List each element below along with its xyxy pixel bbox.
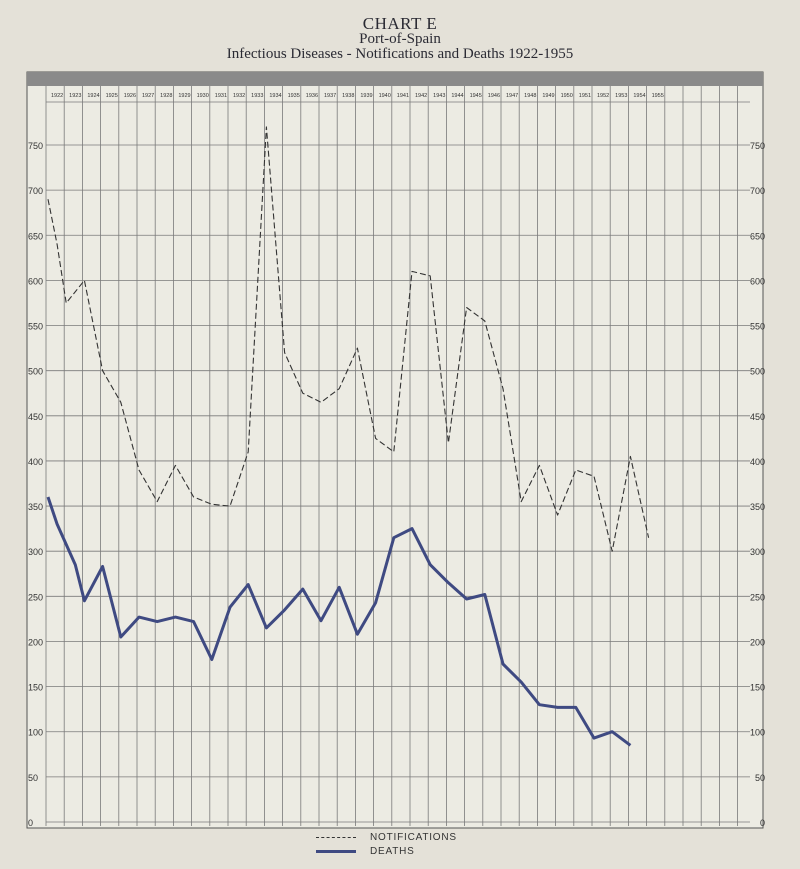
legend: NOTIFICATIONS DEATHS <box>0 828 800 868</box>
year-label: 1949 <box>542 93 554 99</box>
y-tick-label-left: 700 <box>28 186 43 196</box>
y-tick-label-left: 450 <box>28 412 43 422</box>
year-label: 1942 <box>415 93 427 99</box>
year-label: 1935 <box>288 93 300 99</box>
year-label: 1940 <box>379 93 391 99</box>
year-label: 1947 <box>506 93 518 99</box>
year-label: 1922 <box>51 93 63 99</box>
year-label: 1923 <box>69 93 81 99</box>
series-line-notifications <box>47 126 650 552</box>
y-tick-label-right: 750 <box>750 141 765 151</box>
year-label: 1931 <box>215 93 227 99</box>
legend-label-notifications: NOTIFICATIONS <box>370 831 457 843</box>
year-label: 1946 <box>488 93 500 99</box>
y-tick-label-left: 200 <box>28 637 43 647</box>
year-label: 1943 <box>433 93 445 99</box>
year-label: 1951 <box>579 93 591 99</box>
year-label: 1929 <box>178 93 190 99</box>
series-line-deaths <box>46 496 632 747</box>
legend-label-deaths: DEATHS <box>370 845 415 857</box>
year-label: 1941 <box>397 93 409 99</box>
year-label: 1955 <box>652 93 664 99</box>
y-tick-label-left: 150 <box>28 683 43 693</box>
year-label: 1926 <box>124 93 136 99</box>
y-tick-label-right: 150 <box>750 683 765 693</box>
year-label: 1938 <box>342 93 354 99</box>
year-label: 1944 <box>451 93 463 99</box>
legend-swatch-deaths <box>316 849 356 853</box>
year-label: 1950 <box>561 93 573 99</box>
y-tick-label-right: 700 <box>750 186 765 196</box>
y-tick-label-left: 550 <box>28 322 43 332</box>
chart-caption: Infectious Diseases - Notifications and … <box>226 46 574 62</box>
y-tick-label-right: 200 <box>750 637 765 647</box>
y-tick-label-left: 600 <box>28 276 43 286</box>
series-layer <box>46 126 650 747</box>
year-label: 1927 <box>142 93 154 99</box>
y-tick-label-right: 100 <box>750 728 765 738</box>
legend-swatch-notifications <box>316 836 356 838</box>
year-label: 1933 <box>251 93 263 99</box>
year-label: 1939 <box>360 93 372 99</box>
y-tick-label-right: 600 <box>750 276 765 286</box>
grid-layer <box>45 86 750 826</box>
y-tick-label-right: 350 <box>750 502 765 512</box>
y-tick-label-left: 750 <box>28 141 43 151</box>
year-label: 1954 <box>633 93 645 99</box>
y-tick-label-left: 50 <box>28 773 38 783</box>
y-tick-label-right: 0 <box>760 818 765 828</box>
y-tick-label-left: 250 <box>28 592 43 602</box>
y-tick-label-left: 500 <box>28 367 43 377</box>
y-tick-label-right: 400 <box>750 457 765 467</box>
year-label: 1936 <box>306 93 318 99</box>
y-tick-label-right: 250 <box>750 592 765 602</box>
y-tick-layer: 0 0 50 50 100 100 150 150 200 200 250 250 300 300 350 3… <box>28 141 765 828</box>
year-label-layer: 1922 1923 1924 1925 1926 1927 1928 1929 1930 1931… <box>51 93 664 99</box>
year-label: 1924 <box>87 93 99 99</box>
y-tick-label-right: 650 <box>750 231 765 241</box>
y-tick-label-left: 0 <box>28 818 33 828</box>
year-label: 1937 <box>324 93 336 99</box>
year-label: 1948 <box>524 93 536 99</box>
y-tick-label-right: 300 <box>750 547 765 557</box>
y-tick-label-left: 650 <box>28 231 43 241</box>
year-label: 1928 <box>160 93 172 99</box>
plot-background <box>26 71 764 829</box>
y-tick-label-right: 500 <box>750 367 765 377</box>
legend-item-notifications: NOTIFICATIONS <box>316 830 457 844</box>
header-band <box>27 72 763 86</box>
year-label: 1925 <box>106 93 118 99</box>
year-label: 1932 <box>233 93 245 99</box>
year-label: 1945 <box>470 93 482 99</box>
chart-title: CHART E <box>362 14 438 33</box>
year-label: 1934 <box>269 93 281 99</box>
y-tick-label-left: 100 <box>28 728 43 738</box>
y-tick-label-right: 550 <box>750 322 765 332</box>
y-tick-label-left: 400 <box>28 457 43 467</box>
year-label: 1930 <box>197 93 209 99</box>
y-tick-label-right: 50 <box>755 773 765 783</box>
legend-item-deaths: DEATHS <box>316 844 415 858</box>
y-tick-label-right: 450 <box>750 412 765 422</box>
year-label: 1952 <box>597 93 609 99</box>
year-label: 1953 <box>615 93 627 99</box>
y-tick-label-left: 300 <box>28 547 43 557</box>
chart-subtitle: Port-of-Spain <box>359 31 441 47</box>
y-tick-label-left: 350 <box>28 502 43 512</box>
